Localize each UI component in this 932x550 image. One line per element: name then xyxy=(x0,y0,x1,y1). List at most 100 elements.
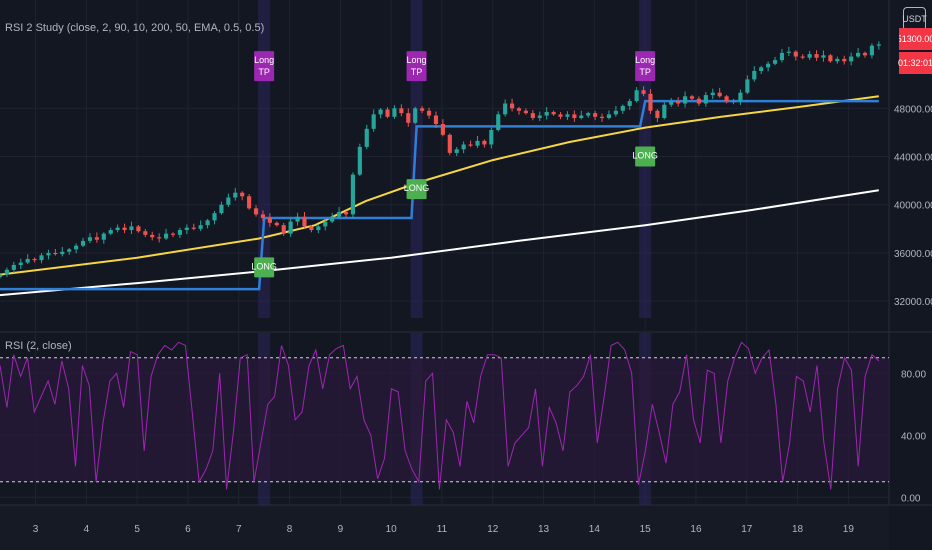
candle-body xyxy=(274,222,279,226)
rsi-tick-label: 80.00 xyxy=(901,369,926,380)
candle-body xyxy=(11,264,16,270)
candle-body xyxy=(510,103,515,109)
candle-body xyxy=(433,115,439,124)
candle-body xyxy=(136,226,141,232)
rsi-title: RSI (2, close) xyxy=(5,340,72,352)
candle-body xyxy=(288,221,293,234)
candle-body xyxy=(835,58,840,62)
x-tick-label: 15 xyxy=(640,524,652,535)
long-tp-label-text: TP xyxy=(639,67,651,77)
long-label-text: LONG xyxy=(404,183,430,193)
candle-body xyxy=(648,93,653,111)
x-tick-label: 4 xyxy=(84,524,90,535)
candle-body xyxy=(420,108,425,111)
long-tp-label-text: TP xyxy=(411,67,423,77)
candle-body xyxy=(281,225,286,234)
candle-body xyxy=(32,258,37,261)
candle-body xyxy=(399,108,404,114)
long-tp-label-text: Long xyxy=(407,55,427,65)
x-tick-label: 19 xyxy=(843,524,855,535)
candle-body xyxy=(108,230,113,234)
candle-body xyxy=(115,227,120,231)
candle-body xyxy=(157,237,162,239)
candle-body xyxy=(205,220,210,226)
candle-body xyxy=(669,101,674,105)
candle-body xyxy=(586,113,591,116)
candle-body xyxy=(662,104,667,118)
candle-body xyxy=(724,96,729,102)
candle-body xyxy=(357,146,362,175)
currency-button[interactable]: USDT xyxy=(902,7,927,31)
candle-body xyxy=(0,274,3,278)
candle-body xyxy=(565,114,570,117)
long-tp-label-text: Long xyxy=(254,55,274,65)
candle-body xyxy=(641,90,646,94)
candle-body xyxy=(606,114,612,118)
candle-body xyxy=(544,111,549,116)
candle-body xyxy=(302,216,307,227)
x-tick-label: 16 xyxy=(690,524,702,535)
candle-body xyxy=(627,101,632,106)
x-tick-label: 5 xyxy=(134,524,140,535)
candle-body xyxy=(219,204,224,214)
candle-body xyxy=(67,249,72,252)
candle-body xyxy=(551,111,556,115)
candle-body xyxy=(676,101,681,104)
candle-body xyxy=(25,258,30,263)
candle-body xyxy=(413,108,418,123)
candle-body xyxy=(745,79,750,93)
ema200-line xyxy=(0,189,879,297)
candle-body xyxy=(385,109,390,117)
long-tp-label xyxy=(254,51,275,82)
candle-body xyxy=(862,52,868,56)
candle-body xyxy=(177,230,182,235)
price-tick-label: 36000.00 xyxy=(894,249,932,260)
candle-body xyxy=(260,214,266,218)
long-label xyxy=(254,257,275,278)
candle-body xyxy=(392,108,397,117)
candle-body xyxy=(766,63,771,68)
candle-body xyxy=(779,52,785,61)
candle-body xyxy=(856,52,861,57)
candle-body xyxy=(350,174,355,215)
candle-body xyxy=(759,67,764,71)
candle-body xyxy=(233,192,238,198)
candle-body xyxy=(74,245,79,250)
candle-body xyxy=(378,109,383,115)
x-tick-label: 14 xyxy=(589,524,601,535)
candle-body xyxy=(94,237,99,240)
candle-body xyxy=(537,115,542,118)
candle-body xyxy=(406,113,411,123)
x-tick-label: 12 xyxy=(487,524,499,535)
x-tick-label: 3 xyxy=(33,524,39,535)
candle-body xyxy=(703,95,708,104)
price-tick-label: 48000.00 xyxy=(894,104,932,115)
candle-body xyxy=(599,116,605,118)
x-tick-label: 18 xyxy=(792,524,804,535)
time-axis-bg xyxy=(0,505,889,550)
candle-body xyxy=(101,233,106,240)
candle-body xyxy=(689,96,695,99)
candle-body xyxy=(143,231,148,235)
candle-body xyxy=(807,54,812,58)
x-tick-label: 10 xyxy=(386,524,398,535)
candle-body xyxy=(613,110,618,115)
price-tick-label: 44000.00 xyxy=(894,153,932,164)
candle-body xyxy=(46,252,51,256)
candle-body xyxy=(371,114,376,129)
price-tick-label: 32000.00 xyxy=(894,297,932,308)
price-tick-label: 40000.00 xyxy=(894,201,932,212)
candle-body xyxy=(18,262,23,265)
candle-body xyxy=(558,114,563,117)
candle-body xyxy=(731,101,736,103)
rsi-tick-label: 40.00 xyxy=(901,431,926,442)
candle-body xyxy=(869,45,874,56)
candle-body xyxy=(572,114,577,118)
candle-body xyxy=(80,240,86,246)
x-tick-label: 7 xyxy=(236,524,242,535)
x-tick-label: 17 xyxy=(741,524,753,535)
candle-body xyxy=(447,134,452,153)
candle-body xyxy=(696,98,701,104)
candle-body xyxy=(842,58,847,62)
candle-body xyxy=(821,55,826,58)
